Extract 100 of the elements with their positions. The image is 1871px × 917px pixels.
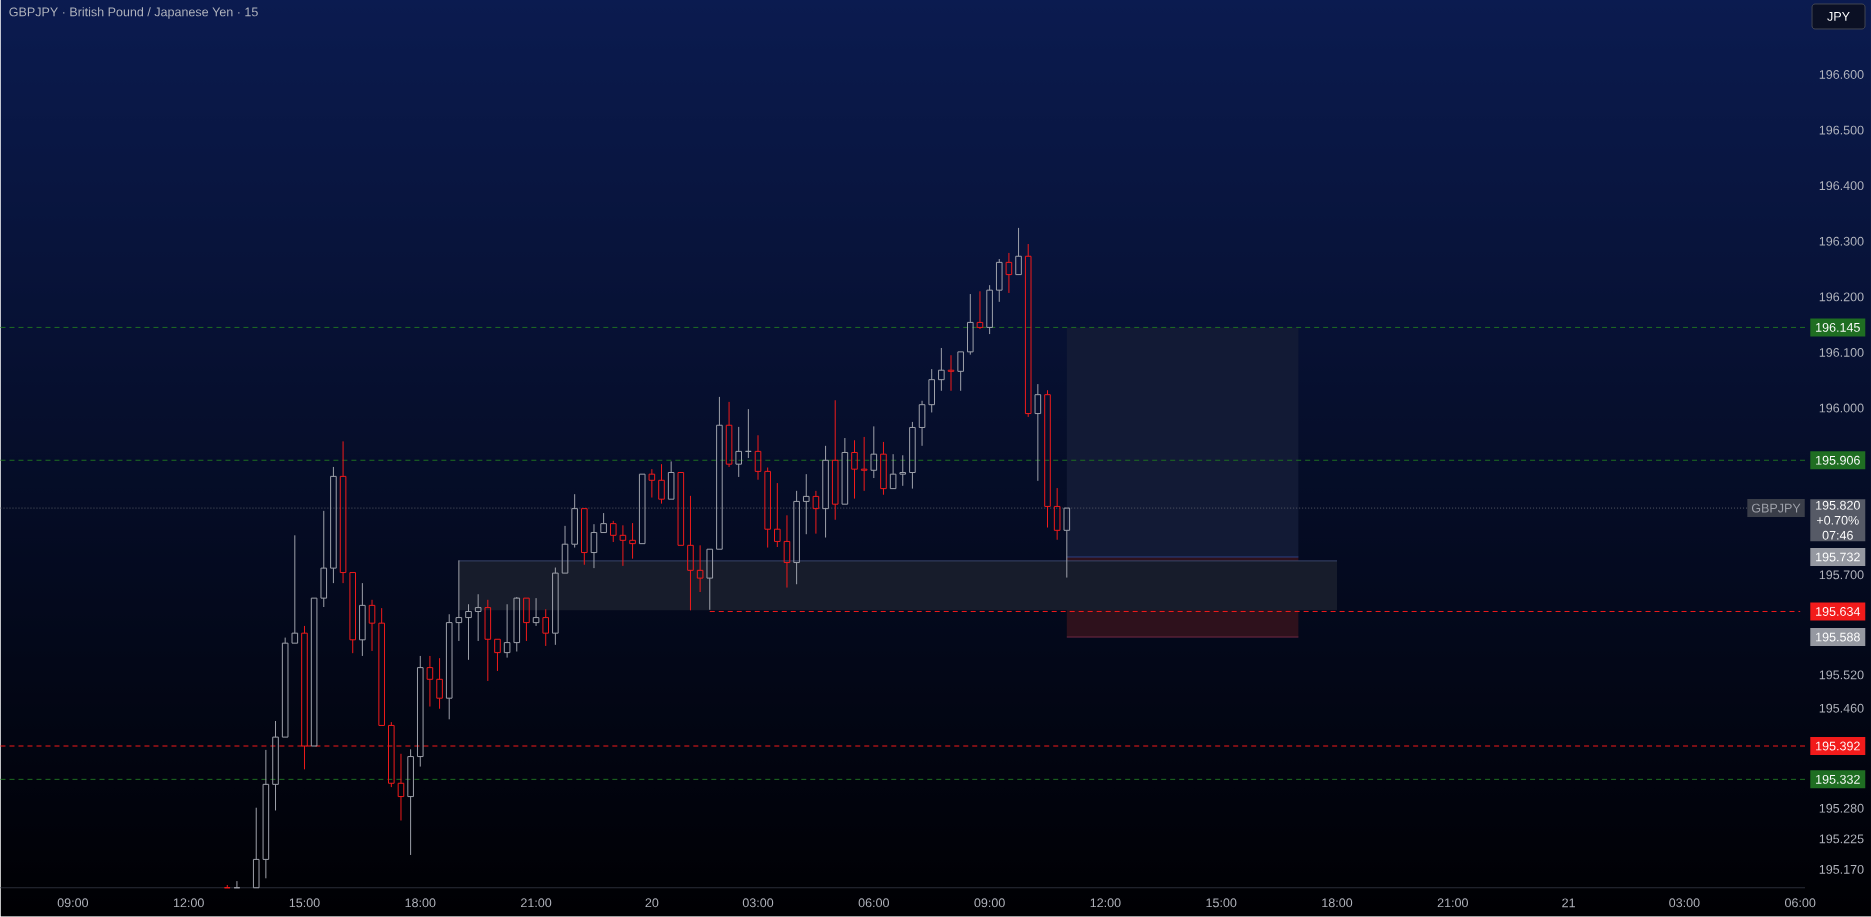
candlestick	[918, 400, 926, 447]
candlestick	[783, 514, 791, 589]
candlestick	[523, 597, 530, 642]
candlestick	[735, 426, 743, 478]
ref-line-label: 195.906	[1816, 455, 1860, 465]
candlestick	[648, 468, 656, 499]
candlestick	[397, 753, 405, 822]
candlestick	[638, 473, 646, 545]
candlestick	[330, 466, 337, 584]
data-label: 195.634	[1816, 607, 1861, 617]
x-tick-label: 21	[1562, 898, 1575, 908]
candlestick	[841, 437, 849, 505]
candlestick	[426, 655, 434, 708]
y-tick-label: 196.000	[1819, 403, 1864, 413]
candlestick	[802, 473, 810, 535]
candlestick	[687, 495, 694, 611]
candlestick	[532, 597, 540, 627]
candlestick	[368, 599, 376, 652]
candlestick	[725, 401, 733, 468]
candlestick	[667, 461, 675, 500]
candlestick	[474, 593, 482, 642]
candlestick	[1024, 243, 1032, 418]
candlestick	[262, 749, 270, 879]
y-tick-label: 196.600	[1819, 70, 1864, 80]
candlestick	[1015, 227, 1022, 276]
candlestick	[706, 548, 714, 611]
candlestick	[339, 441, 347, 584]
candlestick	[272, 720, 279, 812]
candlestick	[494, 638, 501, 672]
x-tick-label: 18:00	[405, 898, 436, 908]
candlestick	[1044, 389, 1051, 529]
x-tick-label: 20	[645, 898, 659, 908]
candlestick	[252, 807, 260, 889]
candlestick	[581, 508, 588, 566]
x-tick-label: 18:00	[1322, 898, 1353, 908]
x-tick-label: 03:00	[1669, 898, 1700, 908]
y-tick-label: 196.300	[1819, 236, 1864, 246]
y-axis-title: JPY	[1827, 12, 1850, 21]
candlestick	[291, 534, 299, 644]
y-tick-label: 196.100	[1819, 348, 1864, 357]
x-tick-label: 06:00	[858, 898, 889, 908]
candlestick	[561, 525, 569, 574]
x-tick-label: 15:00	[1206, 898, 1237, 908]
candlestick	[851, 439, 858, 500]
candlestick	[455, 559, 463, 642]
candlestick	[716, 396, 723, 550]
candlestick	[407, 748, 414, 856]
text: +0.70%	[1816, 515, 1859, 525]
candlestick	[831, 399, 839, 521]
candlestick	[542, 608, 550, 647]
y-tick-label: 195.588	[1816, 632, 1860, 642]
x-tick-label: 06:00	[1785, 898, 1816, 908]
candlestick	[310, 597, 318, 747]
candlestick	[754, 434, 762, 481]
candlestick	[822, 445, 829, 539]
candlestick	[677, 472, 685, 546]
y-tick-label: 195.700	[1819, 570, 1864, 580]
x-tick-label: 15:00	[289, 898, 320, 908]
candlestick	[976, 290, 984, 330]
y-tick-label: 196.500	[1819, 125, 1864, 135]
candlestick	[889, 453, 897, 490]
candlestick	[571, 493, 578, 549]
candlestick	[658, 463, 665, 505]
ref-line-label: 195.332	[1816, 775, 1860, 784]
candlestick	[957, 351, 964, 392]
candlestick	[1034, 383, 1042, 482]
candlestick	[1005, 252, 1013, 294]
candlestick	[860, 436, 868, 492]
y-tick-label: 195.170	[1819, 865, 1864, 874]
candlestick	[696, 544, 704, 593]
x-tick-label: 21:00	[1437, 898, 1468, 908]
ref-line-label: 196.145	[1816, 323, 1860, 332]
x-tick-label: 12:00	[1090, 898, 1121, 908]
candlestick	[899, 454, 907, 487]
candlestick	[349, 572, 357, 654]
x-tick-label: 09:00	[974, 898, 1005, 908]
text: 07:46	[1822, 530, 1853, 540]
x-tick-label: 12:00	[173, 898, 204, 908]
candlestick	[600, 512, 607, 534]
x-tick-label: 21:00	[521, 898, 552, 908]
candlestick	[445, 613, 453, 720]
candlestick	[503, 603, 511, 659]
x-tick-label: 09:00	[57, 898, 89, 908]
candlestick	[416, 655, 424, 768]
ref-line-label: 195.392	[1816, 741, 1860, 751]
candlestick	[1063, 507, 1071, 579]
candlestick	[995, 258, 1003, 303]
candlestick	[436, 657, 443, 710]
candlestick	[812, 490, 820, 535]
candlestick	[378, 607, 385, 727]
y-tick-label: 195.225	[1819, 834, 1864, 844]
candlestick	[947, 354, 955, 392]
candlestick	[590, 523, 598, 569]
candlestick	[793, 490, 800, 585]
ref-line-label: 195.820	[1816, 500, 1860, 510]
text: GBPJPY	[1751, 503, 1801, 513]
candlestick	[359, 582, 366, 657]
y-tick-label: 195.732	[1816, 552, 1860, 562]
y-tick-label: 195.520	[1819, 670, 1864, 680]
y-tick-label: 196.400	[1819, 181, 1864, 191]
